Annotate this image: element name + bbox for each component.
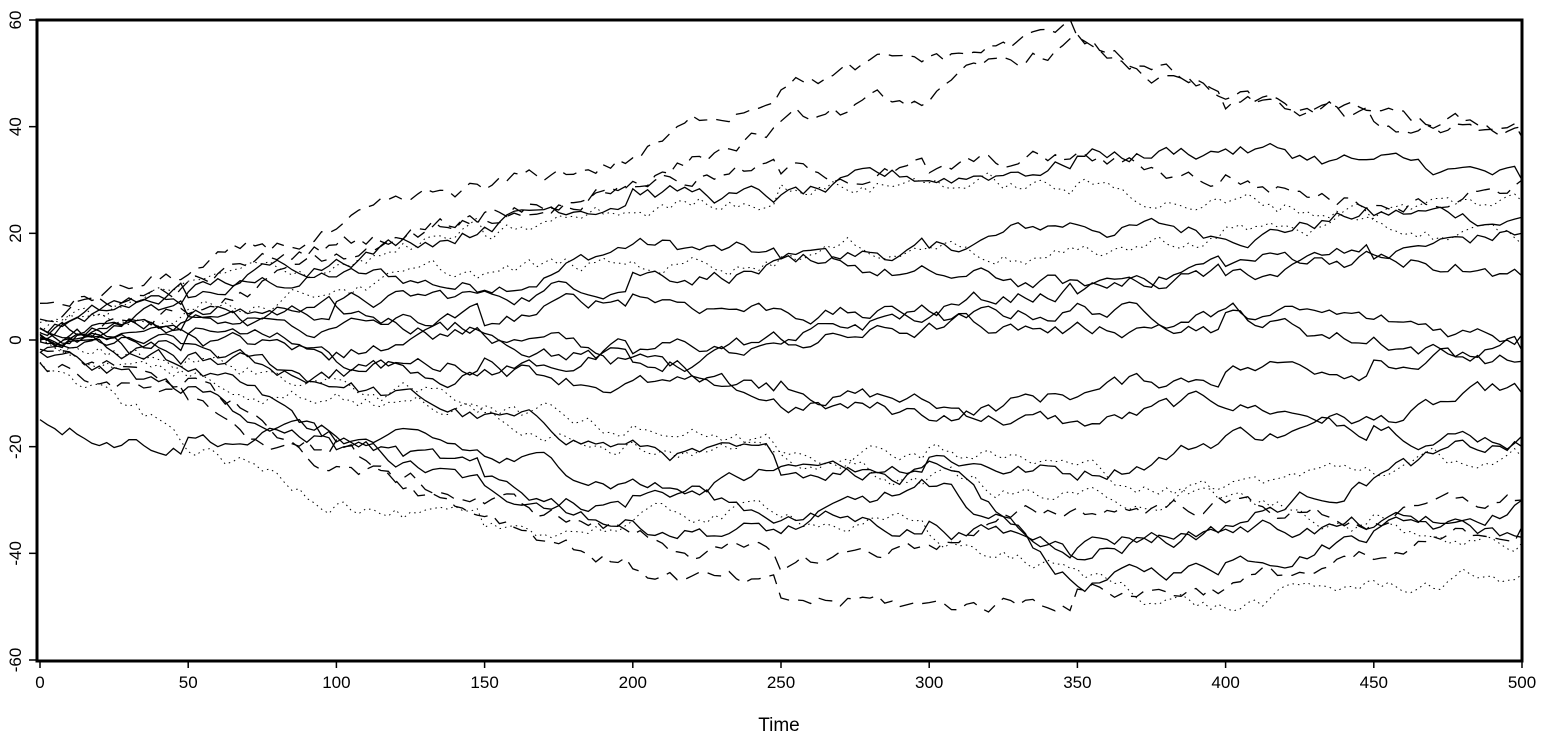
- series-line-4: [39, 333, 1523, 482]
- y-tick-label: -20: [6, 434, 25, 459]
- y-tick-label: 40: [6, 117, 25, 136]
- x-tick-label: 450: [1360, 673, 1388, 692]
- series-line-8: [39, 351, 1523, 559]
- series-line-5: [39, 230, 1523, 345]
- series-line-20: [39, 341, 1523, 512]
- series-line-21: [39, 203, 1523, 334]
- series-line-15: [39, 348, 1523, 613]
- x-tick-label: 150: [470, 673, 498, 692]
- series-layer: [39, 18, 1523, 613]
- x-axis: 0 50 100 150 200 250 300 350 400 450 500: [35, 660, 1536, 692]
- x-tick-label: 350: [1063, 673, 1091, 692]
- y-tick-label: 0: [6, 335, 25, 344]
- series-line-11: [39, 419, 1523, 561]
- series-line-16: [39, 150, 1523, 323]
- x-tick-label: 300: [915, 673, 943, 692]
- x-tick-label: 100: [322, 673, 350, 692]
- series-line-12: [39, 243, 1523, 373]
- x-tick-label: 500: [1508, 673, 1536, 692]
- x-tick-label: 200: [619, 673, 647, 692]
- series-line-13: [39, 18, 1523, 308]
- x-tick-label: 250: [767, 673, 795, 692]
- series-line-10: [39, 293, 1523, 346]
- x-tick-label: 400: [1211, 673, 1239, 692]
- series-line-6: [39, 301, 1523, 389]
- x-tick-label: 50: [179, 673, 198, 692]
- series-line-14: [39, 33, 1523, 345]
- series-line-18: [39, 361, 1523, 612]
- y-tick-label: 60: [6, 11, 25, 30]
- y-tick-label: -40: [6, 541, 25, 566]
- y-tick-label: 20: [6, 224, 25, 243]
- x-tick-label: 0: [35, 673, 44, 692]
- y-axis: -60 -40 -20 0 20 40 60: [6, 11, 37, 673]
- series-line-7: [39, 142, 1523, 334]
- series-line-9: [39, 335, 1523, 422]
- x-axis-title: Time: [758, 715, 800, 736]
- y-tick-label: -60: [6, 648, 25, 673]
- series-line-2: [39, 327, 1523, 593]
